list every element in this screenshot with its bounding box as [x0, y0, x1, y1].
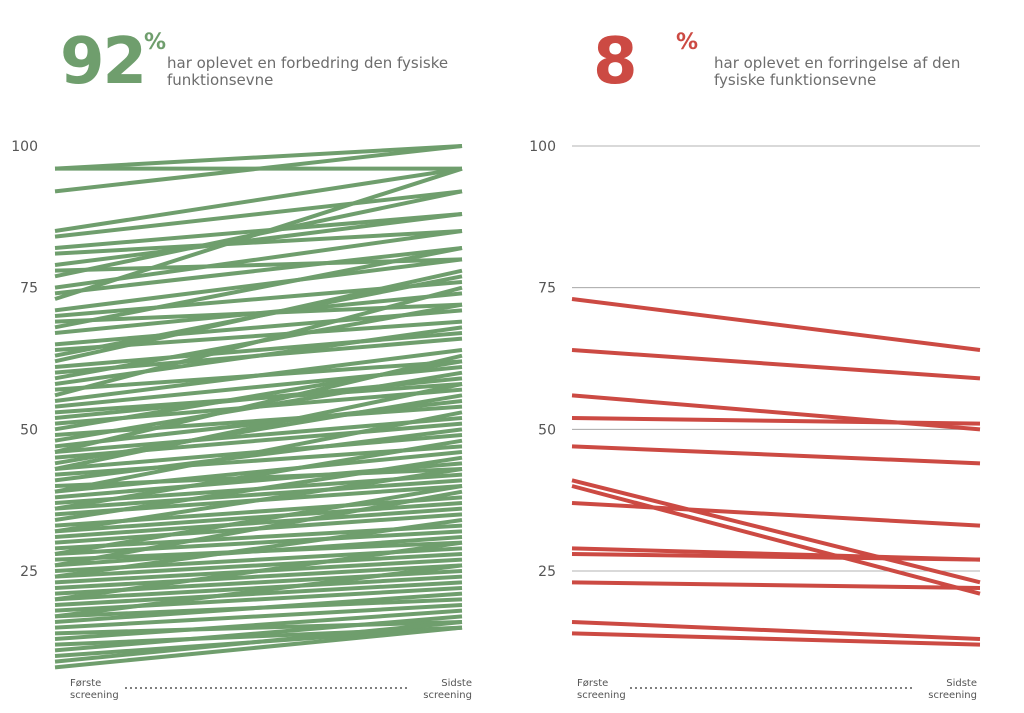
left-series-line-3 — [54, 144, 463, 194]
left-series-line-35 — [54, 393, 463, 466]
left-series-line-53 — [54, 535, 463, 568]
left-last-screening-label-1: Sidste — [441, 678, 472, 689]
left-series-line-66 — [54, 608, 463, 641]
left-series-line-15 — [54, 246, 463, 330]
right-series-line-12 — [571, 620, 981, 641]
left-chart-grid: 25 50 75 100 — [11, 139, 38, 580]
headline-decline: 8 % har oplevet en forringelse af den fy… — [593, 22, 1013, 102]
right-first-screening-label-1: Første — [577, 678, 608, 689]
left-series-line-84 — [54, 382, 463, 471]
right-tick-label-25: 25 — [538, 564, 556, 580]
improvement-caption: har oplevet en forbedring den fysiske fu… — [167, 54, 449, 89]
decline-percentage: 8 — [593, 25, 638, 99]
right-last-screening-label-2: screening — [928, 690, 977, 701]
left-series-line-70 — [54, 620, 463, 664]
left-series-line-63 — [54, 591, 463, 624]
left-series-line-76 — [54, 410, 463, 494]
left-series-line-68 — [54, 614, 463, 653]
right-series-line-8 — [571, 501, 981, 528]
left-series-line-79 — [54, 484, 463, 556]
left-series-line-73 — [54, 302, 463, 381]
left-series-line-22 — [54, 325, 463, 386]
left-last-screening-label-2: screening — [423, 690, 472, 701]
right-chart-grid: 25 50 75 100 — [529, 139, 980, 580]
right-chart-lines — [571, 297, 981, 647]
left-series-line-31 — [54, 370, 463, 443]
improvement-percentage: 92 — [60, 25, 147, 99]
right-series-line-7 — [571, 484, 981, 596]
right-tick-label-100: 100 — [529, 139, 556, 155]
left-series-line-64 — [54, 603, 463, 630]
left-series-line-77 — [54, 438, 463, 511]
right-tick-label-75: 75 — [538, 281, 556, 297]
left-series-line-71 — [54, 625, 463, 670]
left-series-line-83 — [54, 489, 463, 568]
right-series-line-2 — [571, 348, 981, 381]
left-series-line-60 — [54, 580, 463, 607]
left-series-line-8 — [54, 212, 463, 267]
left-series-line-16 — [54, 291, 463, 335]
headline-improvement: 92 % har oplevet en forbedring den fysis… — [60, 22, 500, 102]
left-series-line-86 — [54, 257, 463, 313]
left-series-line-55 — [54, 552, 463, 579]
decline-percent-sign: % — [676, 30, 699, 55]
left-series-line-45 — [54, 455, 463, 522]
left-tick-label-50: 50 — [20, 422, 38, 438]
right-series-line-11 — [571, 580, 981, 590]
left-series-line-40 — [54, 450, 463, 494]
right-series-line-10 — [571, 552, 981, 562]
left-series-line-2 — [54, 144, 463, 171]
right-series-line-6 — [571, 478, 981, 585]
left-series-line-6 — [54, 212, 463, 250]
left-series-line-59 — [54, 574, 463, 602]
left-series-line-43 — [54, 478, 463, 511]
decline-caption: har oplevet en forringelse af den fysisk… — [714, 54, 961, 89]
left-first-screening-label-2: screening — [70, 690, 119, 701]
right-series-line-5 — [571, 444, 981, 466]
left-series-line-38 — [54, 427, 463, 483]
right-series-line-1 — [571, 297, 981, 352]
right-tick-label-50: 50 — [538, 422, 556, 438]
left-tick-label-25: 25 — [20, 564, 38, 580]
left-series-line-75 — [54, 353, 463, 454]
right-first-screening-label-2: screening — [577, 690, 626, 701]
left-series-line-80 — [54, 518, 463, 579]
left-series-line-82 — [54, 563, 463, 619]
left-series-line-47 — [54, 501, 463, 534]
right-last-screening-label-1: Sidste — [946, 678, 977, 689]
left-series-line-7 — [54, 229, 463, 256]
left-chart-lines — [54, 144, 463, 670]
right-series-line-13 — [571, 631, 981, 647]
left-series-line-72 — [54, 246, 463, 296]
left-series-line-5 — [54, 189, 463, 239]
improvement-percent-sign: % — [144, 30, 167, 55]
right-series-line-4 — [571, 416, 981, 426]
left-series-line-51 — [54, 529, 463, 556]
left-series-line-12 — [54, 166, 463, 301]
left-series-line-78 — [54, 467, 463, 534]
left-series-line-4 — [54, 166, 463, 233]
left-series-line-48 — [54, 506, 463, 539]
left-first-screening-label-1: Første — [70, 678, 101, 689]
left-series-line-85 — [54, 274, 463, 358]
left-series-line-81 — [54, 540, 463, 602]
left-tick-label-100: 100 — [11, 139, 38, 155]
left-tick-label-75: 75 — [20, 281, 38, 297]
left-series-line-25 — [54, 348, 463, 403]
left-series-line-57 — [54, 563, 463, 590]
